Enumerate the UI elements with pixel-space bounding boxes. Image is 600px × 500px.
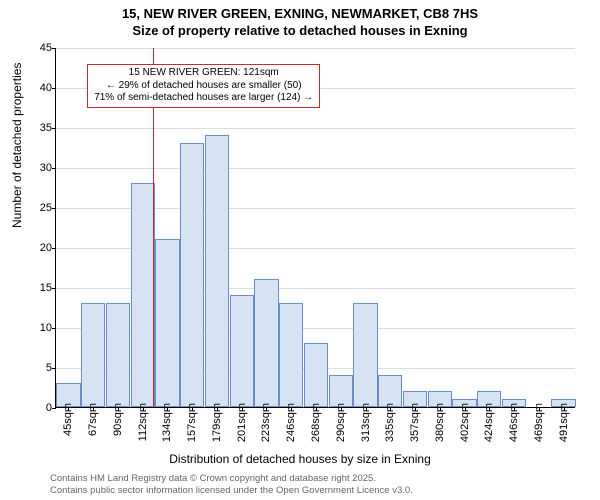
x-axis-label: Distribution of detached houses by size … — [0, 452, 600, 466]
x-tick-label: 357sqm — [409, 403, 421, 442]
y-tick-mark — [52, 168, 56, 169]
y-tick-label: 5 — [26, 362, 52, 374]
y-tick-mark — [52, 368, 56, 369]
annotation-box: 15 NEW RIVER GREEN: 121sqm← 29% of detac… — [87, 64, 320, 108]
y-tick-mark — [52, 208, 56, 209]
footer-line-1: Contains HM Land Registry data © Crown c… — [50, 473, 413, 484]
annotation-line: 15 NEW RIVER GREEN: 121sqm — [94, 67, 313, 80]
x-tick-label: 424sqm — [483, 403, 495, 442]
y-tick-label: 30 — [26, 162, 52, 174]
gridline — [56, 168, 575, 169]
y-tick-label: 25 — [26, 202, 52, 214]
title-line-1: 15, NEW RIVER GREEN, EXNING, NEWMARKET, … — [0, 6, 600, 23]
x-tick-label: 112sqm — [137, 403, 149, 441]
x-tick-label: 446sqm — [508, 403, 520, 442]
y-tick-label: 35 — [26, 122, 52, 134]
y-tick-label: 45 — [26, 42, 52, 54]
y-tick-label: 15 — [26, 282, 52, 294]
y-tick-label: 40 — [26, 82, 52, 94]
x-tick-label: 179sqm — [211, 403, 223, 442]
x-tick-label: 246sqm — [285, 403, 297, 442]
y-tick-label: 0 — [26, 402, 52, 414]
y-tick-mark — [52, 88, 56, 89]
histogram-bar — [304, 343, 328, 407]
y-axis-label: Number of detached properties — [10, 63, 24, 228]
x-tick-label: 402sqm — [459, 403, 471, 442]
x-tick-label: 201sqm — [236, 403, 248, 442]
y-tick-label: 10 — [26, 322, 52, 334]
histogram-bar — [353, 303, 377, 407]
histogram-bar — [81, 303, 105, 407]
x-tick-label: 90sqm — [112, 403, 124, 436]
x-tick-label: 223sqm — [260, 403, 272, 442]
y-tick-mark — [52, 48, 56, 49]
y-tick-mark — [52, 408, 56, 409]
x-tick-label: 157sqm — [186, 403, 198, 442]
footer-attribution: Contains HM Land Registry data © Crown c… — [50, 473, 413, 496]
gridline — [56, 128, 575, 129]
y-tick-mark — [52, 288, 56, 289]
x-tick-label: 45sqm — [62, 403, 74, 436]
histogram-bar — [106, 303, 130, 407]
y-tick-mark — [52, 128, 56, 129]
chart-container: 15, NEW RIVER GREEN, EXNING, NEWMARKET, … — [0, 0, 600, 500]
histogram-bar — [131, 183, 155, 407]
histogram-bar — [205, 135, 229, 407]
y-tick-label: 20 — [26, 242, 52, 254]
x-tick-label: 380sqm — [434, 403, 446, 442]
plot-area: 05101520253035404545sqm67sqm90sqm112sqm1… — [55, 48, 575, 408]
x-tick-label: 268sqm — [310, 403, 322, 442]
histogram-bar — [254, 279, 278, 407]
x-tick-label: 134sqm — [161, 403, 173, 442]
footer-line-2: Contains public sector information licen… — [50, 485, 413, 496]
histogram-bar — [155, 239, 179, 407]
chart-title: 15, NEW RIVER GREEN, EXNING, NEWMARKET, … — [0, 0, 600, 40]
histogram-bar — [230, 295, 254, 407]
x-tick-label: 290sqm — [335, 403, 347, 442]
x-tick-label: 491sqm — [558, 403, 570, 442]
histogram-bar — [180, 143, 204, 407]
x-tick-label: 313sqm — [360, 403, 372, 442]
y-tick-mark — [52, 248, 56, 249]
annotation-line: 71% of semi-detached houses are larger (… — [94, 92, 313, 105]
x-tick-label: 335sqm — [384, 403, 396, 442]
gridline — [56, 48, 575, 49]
annotation-line: ← 29% of detached houses are smaller (50… — [94, 80, 313, 93]
x-tick-label: 67sqm — [87, 403, 99, 436]
x-tick-label: 469sqm — [533, 403, 545, 442]
histogram-bar — [279, 303, 303, 407]
title-line-2: Size of property relative to detached ho… — [0, 23, 600, 40]
y-tick-mark — [52, 328, 56, 329]
